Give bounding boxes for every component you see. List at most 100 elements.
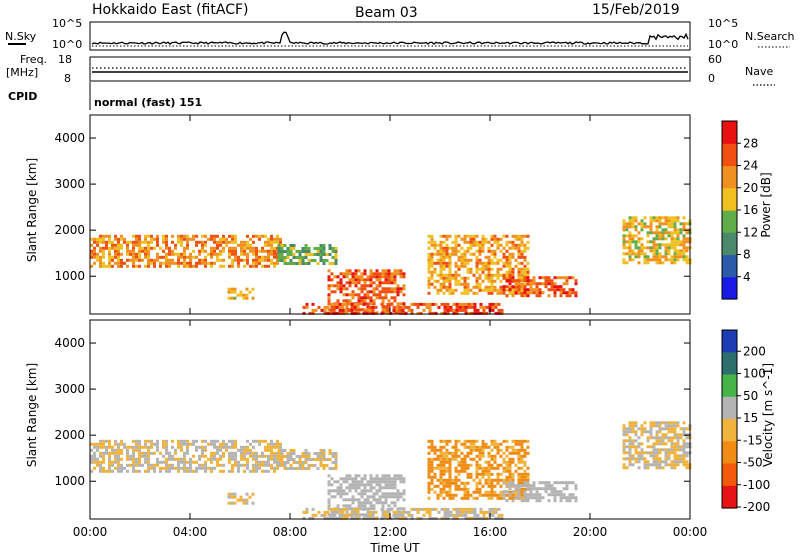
heatmap-cell <box>279 445 282 449</box>
colorbar-swatch <box>722 352 737 376</box>
heatmap-cell <box>631 222 635 226</box>
heatmap-cell <box>390 483 394 487</box>
heatmap-cell <box>129 240 132 244</box>
heatmap-cell <box>402 489 406 493</box>
heatmap-cell <box>150 237 153 241</box>
heatmap-cell <box>634 421 638 425</box>
heatmap-cell <box>328 262 332 265</box>
heatmap-cell <box>369 269 373 273</box>
heatmap-cell <box>622 234 626 238</box>
heatmap-cell <box>628 427 632 431</box>
heatmap-cell <box>481 451 485 455</box>
heatmap-cell <box>99 442 102 446</box>
heatmap-cell <box>655 252 659 256</box>
heatmap-cell <box>360 492 364 496</box>
heatmap-cell <box>213 240 216 244</box>
heatmap-cell <box>667 252 671 256</box>
heatmap-cell <box>442 439 446 443</box>
heatmap-cell <box>673 460 677 464</box>
heatmap-cell <box>646 258 650 262</box>
heatmap-cell <box>646 234 650 238</box>
heatmap-cell <box>460 457 464 461</box>
heatmap-cell <box>304 467 308 470</box>
heatmap-cell <box>514 258 518 262</box>
heatmap-cell <box>186 234 189 238</box>
heatmap-cell <box>228 439 231 443</box>
heatmap-cell <box>484 237 488 241</box>
heatmap-cell <box>505 294 509 298</box>
heatmap-cell <box>283 259 287 262</box>
heatmap-cell <box>270 445 273 449</box>
heatmap-cell <box>445 448 449 452</box>
heatmap-cell <box>351 281 355 285</box>
heatmap-cell <box>640 433 644 437</box>
heatmap-cell <box>442 279 446 283</box>
heatmap-cell <box>565 487 569 491</box>
heatmap-cell <box>443 311 447 315</box>
heatmap-cell <box>682 246 686 250</box>
heatmap-cell <box>643 451 647 455</box>
heatmap-cell <box>234 258 237 262</box>
heatmap-cell <box>526 466 530 470</box>
heatmap-cell <box>496 475 500 479</box>
heatmap-cell <box>277 449 281 452</box>
heatmap-cell <box>283 449 287 452</box>
heatmap-cell <box>222 445 225 449</box>
heatmap-cell <box>126 249 129 253</box>
heatmap-cell <box>135 240 138 244</box>
heatmap-cell <box>466 258 470 262</box>
heatmap-cell <box>345 269 349 273</box>
heatmap-cell <box>156 445 159 449</box>
heatmap-cell <box>532 276 536 280</box>
heatmap-cell <box>490 457 494 461</box>
heatmap-cell <box>652 457 656 461</box>
heatmap-cell <box>316 253 320 256</box>
heatmap-cell <box>231 237 234 241</box>
heatmap-cell <box>491 305 495 309</box>
heatmap-cell <box>478 240 482 244</box>
heatmap-cell <box>556 490 560 494</box>
heatmap-cell <box>240 249 243 253</box>
heatmap-cell <box>427 270 431 274</box>
heatmap-cell <box>472 252 476 256</box>
heatmap-cell <box>114 439 117 443</box>
heatmap-cell <box>277 458 281 461</box>
heatmap-cell <box>372 498 376 502</box>
heatmap-cell <box>634 439 638 443</box>
heatmap-cell <box>342 498 346 502</box>
heatmap-cell <box>138 264 141 268</box>
heatmap-cell <box>398 305 402 309</box>
heatmap-cell <box>655 436 659 440</box>
heatmap-cell <box>341 510 345 514</box>
heatmap-cell <box>183 457 186 461</box>
heatmap-cell <box>348 269 352 273</box>
heatmap-cell <box>535 282 539 286</box>
heatmap-cell <box>556 276 560 280</box>
heatmap-cell <box>372 293 376 297</box>
heatmap-cell <box>252 249 255 253</box>
heatmap-cell <box>177 264 180 268</box>
heatmap-cell <box>328 467 332 470</box>
heatmap-cell <box>481 243 485 247</box>
heatmap-cell <box>123 466 126 470</box>
heatmap-cell <box>402 480 406 484</box>
heatmap-cell <box>120 442 123 446</box>
heatmap-cell <box>475 243 479 247</box>
heatmap-cell <box>255 466 258 470</box>
heatmap-cell <box>493 466 497 470</box>
heatmap-cell <box>225 243 228 247</box>
heatmap-cell <box>496 270 500 274</box>
heatmap-cell <box>571 493 575 497</box>
heatmap-cell <box>436 249 440 253</box>
heatmap-cell <box>682 243 686 247</box>
heatmap-cell <box>334 467 338 470</box>
heatmap-cell <box>233 290 237 294</box>
heatmap-cell <box>442 252 446 256</box>
heatmap-cell <box>568 291 572 295</box>
heatmap-cell <box>496 258 500 262</box>
heatmap-cell <box>381 474 385 478</box>
heatmap-cell <box>410 513 414 517</box>
heatmap-cell <box>658 237 662 241</box>
heatmap-cell <box>514 237 518 241</box>
heatmap-cell <box>267 457 270 461</box>
